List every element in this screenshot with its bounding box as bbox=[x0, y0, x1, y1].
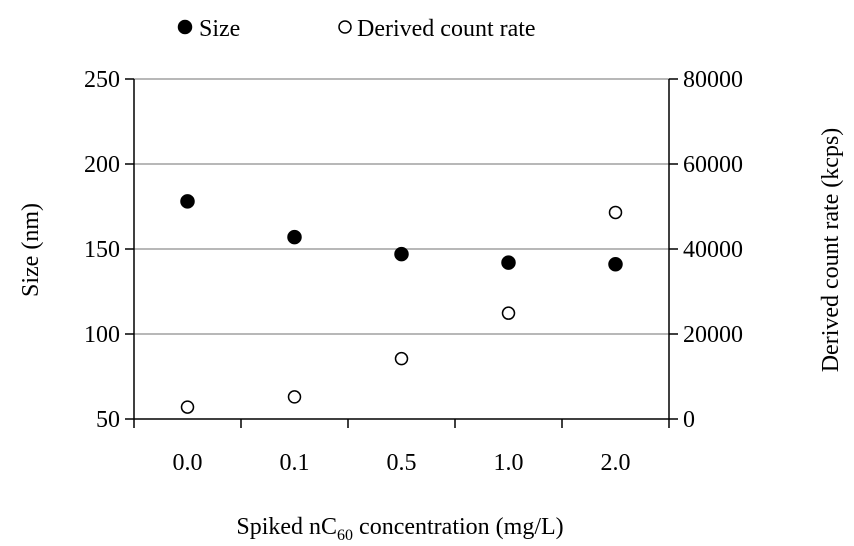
y-right-tick-label: 0 bbox=[683, 407, 695, 433]
y-axis-left-title: Size (nm) bbox=[18, 203, 44, 297]
point-derived-count-rate bbox=[287, 390, 302, 404]
y-left-tick-label: 250 bbox=[84, 67, 120, 93]
point-size bbox=[608, 257, 623, 272]
x-tick-label: 1.0 bbox=[494, 450, 524, 476]
point-size bbox=[501, 255, 516, 270]
x-axis-title-prefix: Spiked nC bbox=[236, 514, 337, 540]
point-derived-count-rate bbox=[394, 351, 409, 366]
point-derived-count-rate bbox=[608, 205, 623, 220]
point-size bbox=[394, 246, 409, 262]
legend-label-size: Size bbox=[199, 16, 240, 42]
x-axis-title-suffix: concentration (mg/L) bbox=[353, 514, 564, 540]
y-right-tick-label: 20000 bbox=[683, 322, 743, 348]
y-left-tick-label: 200 bbox=[84, 152, 120, 178]
point-size bbox=[287, 229, 302, 245]
point-derived-count-rate bbox=[180, 400, 195, 414]
x-tick-label: 0.0 bbox=[173, 450, 203, 476]
legend-label-derived-count-rate: Derived count rate bbox=[357, 16, 536, 42]
y-right-tick-label: 60000 bbox=[683, 152, 743, 178]
x-tick-label: 0.1 bbox=[280, 450, 310, 476]
x-axis-title: Spiked nC60 concentration (mg/L) bbox=[236, 514, 563, 544]
data-points bbox=[180, 194, 623, 414]
gridlines bbox=[134, 78, 669, 335]
point-derived-count-rate bbox=[501, 306, 516, 320]
x-axis-title-subscript: 60 bbox=[337, 527, 353, 544]
point-size bbox=[180, 194, 195, 209]
legend: Size Derived count rate bbox=[177, 16, 536, 42]
y-left-tick-label: 100 bbox=[84, 322, 120, 348]
y-left-tick-label: 50 bbox=[96, 407, 120, 433]
y-right-tick-label: 80000 bbox=[683, 67, 743, 93]
y-left-tick-label: 150 bbox=[84, 237, 120, 263]
x-tick-label: 2.0 bbox=[601, 450, 631, 476]
legend-marker-size bbox=[177, 19, 193, 35]
legend-marker-derived-count-rate bbox=[338, 20, 352, 34]
x-tick-label: 0.5 bbox=[387, 450, 417, 476]
ticks: 50 100 150 200 250 0 20000 40000 60000 80000 0.0 0.… bbox=[84, 67, 743, 476]
y-right-tick-label: 40000 bbox=[683, 237, 743, 263]
y-axis-right-title: Derived count rate (kcps) bbox=[818, 128, 844, 373]
